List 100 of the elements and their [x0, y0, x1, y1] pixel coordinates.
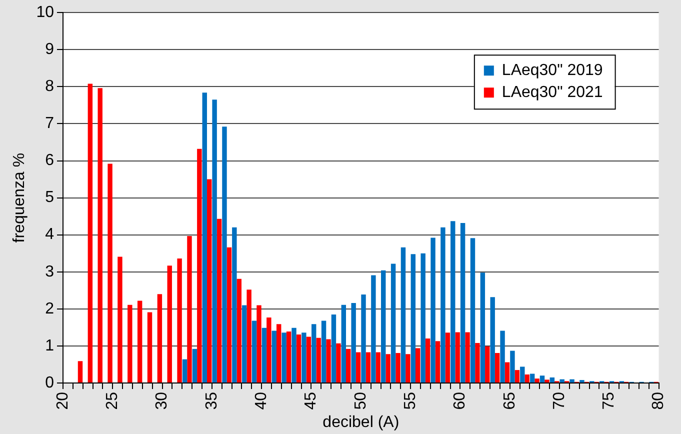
bar — [216, 218, 222, 383]
bar — [366, 352, 371, 383]
x-axis-title: decibel (A) — [322, 414, 400, 431]
bar — [560, 379, 564, 383]
bar — [296, 334, 302, 383]
y-tick-label: 2 — [45, 300, 54, 318]
bar — [396, 353, 400, 383]
bar — [282, 332, 286, 383]
bar — [520, 366, 525, 383]
bar — [540, 376, 545, 383]
bar — [187, 236, 192, 383]
bar — [465, 332, 470, 383]
bar — [494, 353, 500, 383]
bar — [326, 339, 331, 383]
bar — [356, 352, 361, 383]
bar — [182, 359, 188, 383]
bar — [252, 320, 257, 383]
x-tick-label: 25 — [104, 392, 122, 410]
bar — [108, 164, 112, 383]
bar — [490, 297, 495, 383]
bar — [226, 247, 232, 383]
x-tick-label: 35 — [203, 392, 220, 410]
bar — [416, 348, 420, 383]
bar — [485, 346, 490, 383]
bar — [321, 320, 326, 383]
y-tick-label: 1 — [45, 337, 54, 354]
bar — [331, 314, 336, 383]
bar — [425, 338, 430, 383]
bar — [232, 227, 237, 383]
bar — [88, 84, 93, 383]
bar — [430, 238, 436, 383]
bar — [222, 126, 227, 383]
x-tick-label: 40 — [253, 392, 270, 410]
bar — [534, 378, 540, 383]
x-tick-label: 65 — [501, 392, 518, 410]
bar — [351, 302, 356, 383]
bar — [524, 374, 530, 383]
bar — [316, 338, 321, 383]
bar — [292, 328, 296, 383]
x-tick-label: 45 — [302, 392, 320, 410]
y-tick-label: 0 — [45, 374, 54, 392]
y-axis-title: frequenza % — [11, 152, 28, 243]
bar — [514, 370, 520, 383]
bar — [336, 343, 341, 383]
x-tick-label: 80 — [650, 392, 668, 410]
bar — [445, 332, 450, 383]
bar — [530, 374, 535, 383]
bar — [470, 238, 476, 383]
y-tick-label: 4 — [45, 226, 54, 244]
bar — [272, 330, 276, 383]
bar — [212, 100, 217, 383]
bar — [386, 354, 390, 383]
bar — [197, 148, 202, 383]
bar — [302, 332, 306, 383]
bar — [361, 294, 366, 383]
bar — [306, 336, 311, 383]
bar — [550, 377, 555, 383]
x-tick-label: 50 — [352, 392, 370, 410]
bar — [286, 332, 292, 383]
y-tick-label: 10 — [36, 4, 54, 22]
y-tick-label: 5 — [45, 189, 54, 206]
bar — [435, 341, 440, 383]
bar — [410, 254, 416, 383]
bar — [475, 343, 480, 383]
bar — [137, 300, 142, 383]
bar — [376, 352, 381, 383]
bar — [276, 324, 282, 383]
bar — [177, 258, 182, 383]
bar — [504, 362, 510, 383]
bar — [246, 290, 252, 383]
bar — [440, 227, 446, 383]
bar — [78, 361, 83, 383]
bar — [98, 88, 102, 383]
bar — [118, 256, 122, 383]
x-tick-label: 30 — [154, 392, 171, 410]
bar — [167, 266, 172, 383]
bar — [128, 304, 132, 383]
y-tick-label: 9 — [45, 41, 54, 58]
y-tick-label: 7 — [45, 115, 54, 132]
bar — [455, 332, 460, 383]
bar — [544, 380, 550, 383]
bar — [147, 312, 152, 383]
bar — [390, 264, 396, 383]
bar — [341, 304, 346, 383]
bar — [480, 272, 486, 383]
bar — [580, 380, 584, 383]
bar — [371, 275, 376, 383]
bar — [346, 348, 351, 383]
x-tick-label: 20 — [54, 392, 72, 410]
bar — [157, 294, 162, 383]
y-tick-label: 8 — [45, 78, 54, 96]
bar — [262, 328, 267, 383]
bar — [266, 317, 272, 383]
bar — [242, 305, 247, 383]
bar — [202, 92, 207, 383]
bar — [236, 278, 242, 383]
x-tick-label: 60 — [452, 392, 469, 410]
bar — [420, 253, 426, 383]
x-tick-label: 70 — [550, 392, 568, 410]
y-tick-label: 3 — [45, 263, 54, 280]
